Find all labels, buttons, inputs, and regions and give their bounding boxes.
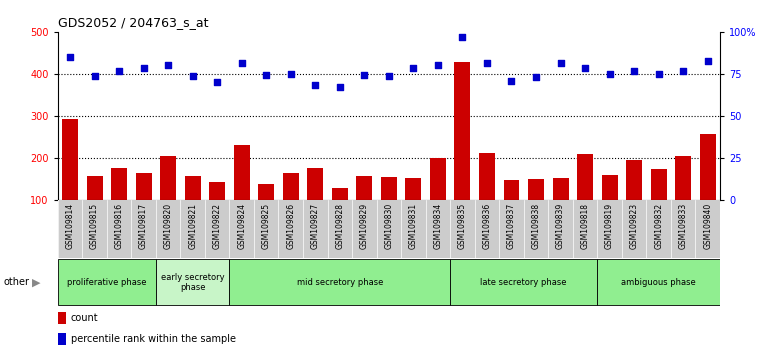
Bar [160,156,176,200]
Bar [234,144,249,200]
Point [186,73,199,79]
Bar [405,178,421,200]
Text: GSM109823: GSM109823 [630,203,638,249]
Text: GSM109816: GSM109816 [115,203,123,249]
Text: early secretory
phase: early secretory phase [161,273,225,292]
Text: GSM109825: GSM109825 [262,203,271,249]
Bar [86,176,102,200]
Bar [209,182,225,200]
Bar [258,184,274,200]
Point [652,71,665,77]
Bar [601,175,618,200]
Text: GSM109820: GSM109820 [163,203,172,249]
Bar [381,177,397,200]
Text: percentile rank within the sample: percentile rank within the sample [71,334,236,344]
Text: GSM109827: GSM109827 [311,203,320,249]
Bar [528,179,544,200]
Bar [283,173,299,200]
Text: other: other [4,277,30,287]
Point [530,74,542,80]
Text: GSM109826: GSM109826 [286,203,295,249]
Bar [111,169,127,200]
Point [211,80,223,85]
Bar [598,259,720,305]
Text: GSM109837: GSM109837 [507,203,516,249]
Text: GSM109834: GSM109834 [434,203,443,249]
Bar [185,176,201,200]
Bar [62,119,78,200]
Text: GSM109819: GSM109819 [605,203,614,249]
Point [113,68,126,73]
Bar [307,169,323,200]
Bar [626,160,642,200]
Point [432,63,444,68]
Text: GSM109817: GSM109817 [139,203,148,249]
Point [285,71,297,77]
Text: ▶: ▶ [32,277,41,287]
Bar [332,188,348,200]
Bar [430,158,446,200]
Bar [553,178,568,200]
Point [162,63,174,68]
Bar [651,169,667,200]
Point [505,79,517,84]
Text: GSM109824: GSM109824 [237,203,246,249]
Text: GSM109835: GSM109835 [458,203,467,249]
Text: GSM109832: GSM109832 [654,203,663,249]
Text: GSM109839: GSM109839 [556,203,565,249]
Point [89,73,101,79]
Text: GSM109831: GSM109831 [409,203,418,249]
Text: GSM109840: GSM109840 [703,203,712,249]
Bar [58,312,65,324]
Text: GSM109814: GSM109814 [65,203,75,249]
Bar [156,259,229,305]
Point [554,61,567,66]
Bar [58,333,65,345]
Bar [229,259,450,305]
Text: GSM109829: GSM109829 [360,203,369,249]
Text: count: count [71,313,99,323]
Point [604,71,616,77]
Point [383,73,395,79]
Text: GSM109821: GSM109821 [188,203,197,249]
Bar [357,176,373,200]
Bar [577,154,593,200]
Text: GSM109815: GSM109815 [90,203,99,249]
Point [236,61,248,66]
Point [407,65,420,70]
Point [480,61,493,66]
Bar [675,156,691,200]
Text: GSM109822: GSM109822 [213,203,222,249]
Text: GSM109838: GSM109838 [531,203,541,249]
Bar [454,62,470,200]
Text: proliferative phase: proliferative phase [67,278,146,287]
Bar [136,173,152,200]
Point [628,68,641,74]
Point [309,82,321,88]
Bar [479,153,495,200]
Text: late secretory phase: late secretory phase [480,278,567,287]
Point [677,68,689,73]
Point [64,54,76,60]
Text: GSM109830: GSM109830 [384,203,393,249]
Text: GSM109818: GSM109818 [581,203,590,249]
Bar [450,259,598,305]
Bar [504,180,520,200]
Point [457,34,469,40]
Bar [58,259,156,305]
Point [137,65,149,70]
Text: ambiguous phase: ambiguous phase [621,278,696,287]
Text: GDS2052 / 204763_s_at: GDS2052 / 204763_s_at [58,16,208,29]
Text: GSM109833: GSM109833 [678,203,688,249]
Text: mid secretory phase: mid secretory phase [296,278,383,287]
Point [358,72,370,78]
Point [333,84,346,89]
Text: GSM109836: GSM109836 [483,203,491,249]
Point [260,72,273,78]
Point [579,65,591,70]
Bar [700,133,715,200]
Text: GSM109828: GSM109828 [335,203,344,249]
Point [701,58,714,64]
